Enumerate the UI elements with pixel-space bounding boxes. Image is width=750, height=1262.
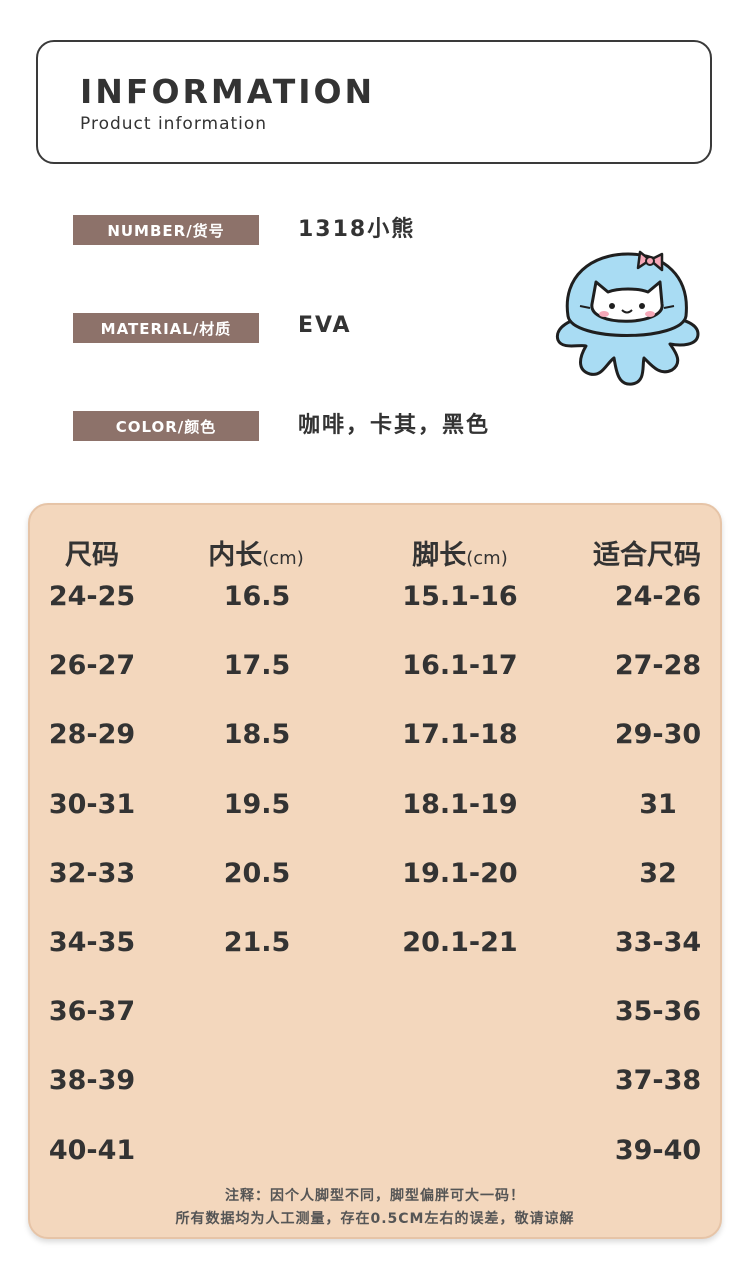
- note-line-1: 注释：因个人脚型不同，脚型偏胖可大一码！: [225, 1188, 525, 1204]
- material-label: MATERIAL/材质: [73, 313, 259, 343]
- column-header-size: 尺码: [65, 540, 119, 571]
- table-cell: 18.1-19: [402, 789, 518, 820]
- table-cell: 35-36: [614, 996, 702, 1027]
- table-cell: 30-31: [48, 789, 136, 820]
- table-cell: 15.1-16: [402, 581, 518, 612]
- table-cell: 19.1-20: [402, 858, 518, 889]
- column-header-foot-length: 脚长(cm): [412, 540, 508, 571]
- table-cell: 27-28: [614, 650, 702, 681]
- column-header-inner-length: 内长(cm): [208, 540, 304, 571]
- material-value: EVA: [298, 313, 352, 338]
- table-cell: 26-27: [48, 650, 136, 681]
- table-cell: 32-33: [48, 858, 136, 889]
- information-subtitle: Product information: [80, 114, 268, 134]
- information-title: INFORMATION: [80, 72, 376, 111]
- octopus-cat-mascot-icon: [552, 246, 702, 395]
- information-header-box: INFORMATION Product information: [36, 40, 712, 164]
- table-cell: 17.5: [223, 650, 291, 681]
- size-table: 尺码 内长(cm) 脚长(cm) 适合尺码 24-25 16.5 15.1-16 24…: [28, 503, 722, 1239]
- table-cell: 24-26: [614, 581, 702, 612]
- table-cell: 37-38: [614, 1065, 702, 1096]
- table-cell: 20.5: [223, 858, 291, 889]
- table-cell: 18.5: [223, 719, 291, 750]
- number-value: 1318小熊: [298, 217, 416, 242]
- table-cell: 24-25: [48, 581, 136, 612]
- table-cell: 36-37: [48, 996, 136, 1027]
- table-cell: 16.1-17: [402, 650, 518, 681]
- table-cell: 17.1-18: [402, 719, 518, 750]
- table-cell: 33-34: [614, 927, 702, 958]
- table-cell: 29-30: [614, 719, 702, 750]
- note-line-2: 所有数据均为人工测量，存在0.5CM左右的误差，敬请谅解: [175, 1211, 575, 1227]
- table-cell: 20.1-21: [402, 927, 518, 958]
- table-cell: 40-41: [48, 1135, 136, 1166]
- table-cell: 32: [639, 858, 677, 889]
- column-header-fit-size: 适合尺码: [593, 540, 701, 571]
- table-cell: 21.5: [223, 927, 291, 958]
- table-cell: 28-29: [48, 719, 136, 750]
- table-cell: 16.5: [223, 581, 291, 612]
- table-cell: 19.5: [223, 789, 291, 820]
- table-cell: 31: [639, 789, 677, 820]
- table-cell: 39-40: [614, 1135, 702, 1166]
- number-label: NUMBER/货号: [73, 215, 259, 245]
- table-cell: 38-39: [48, 1065, 136, 1096]
- color-value: 咖啡，卡其，黑色: [298, 413, 491, 438]
- table-cell: 34-35: [48, 927, 136, 958]
- color-label: COLOR/颜色: [73, 411, 259, 441]
